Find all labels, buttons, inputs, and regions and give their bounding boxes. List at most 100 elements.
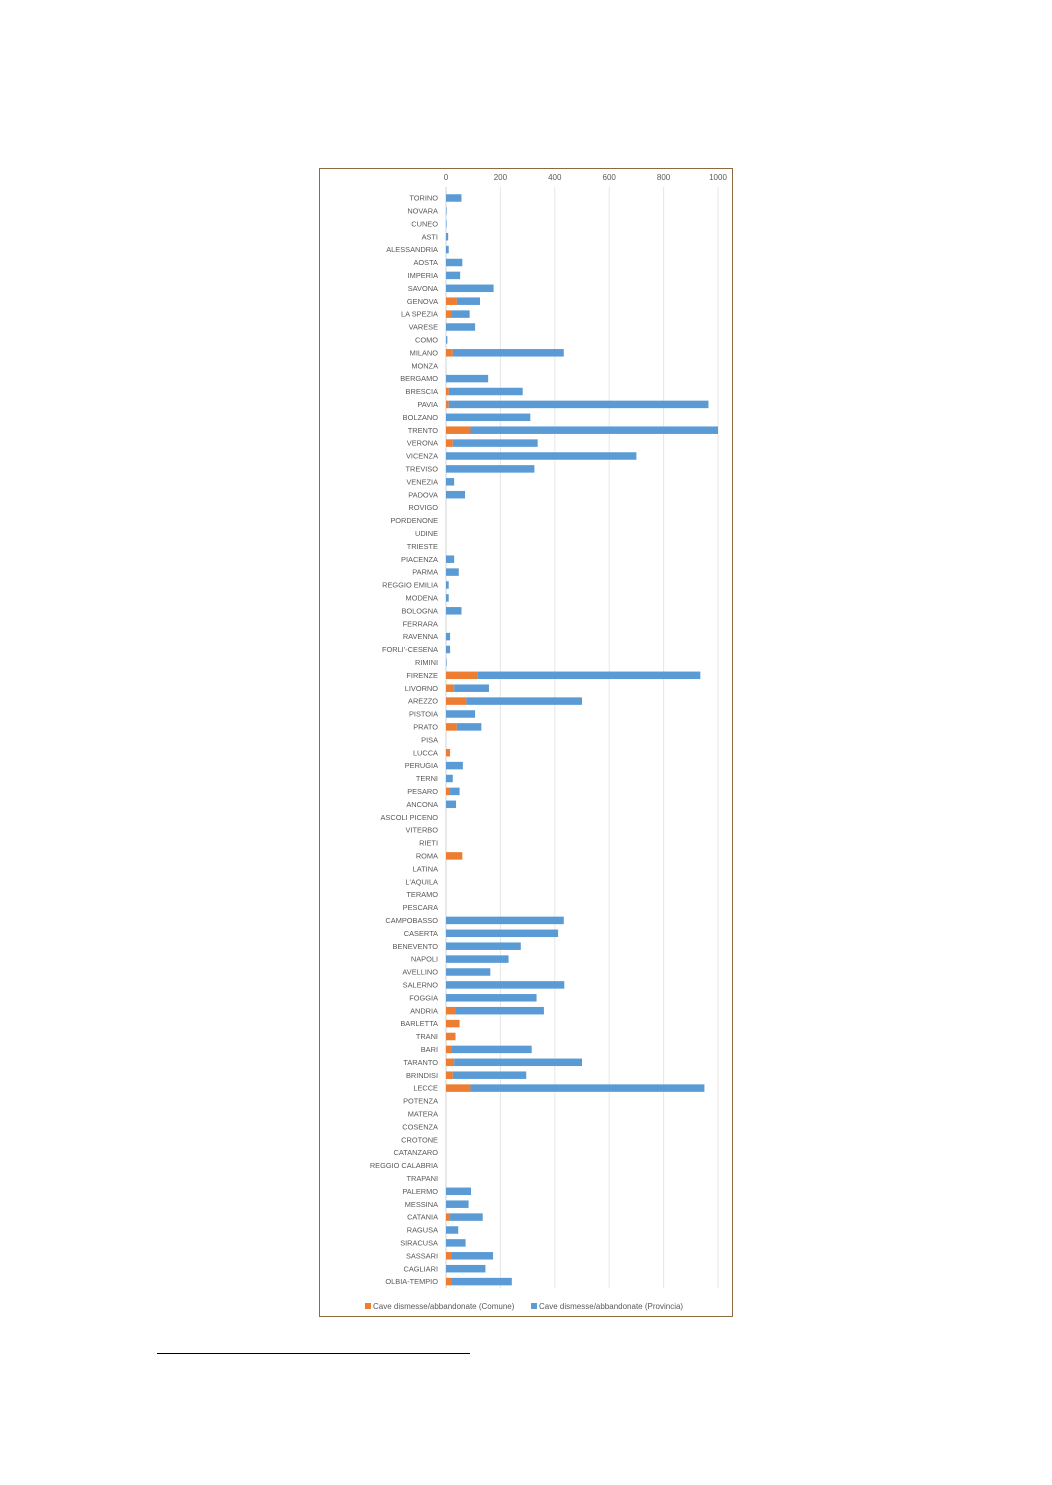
category-label: COSENZA [402,1122,438,1131]
category-label: PISA [421,735,438,744]
category-label: FERRARA [403,619,438,628]
x-tick-label: 400 [548,173,562,182]
bar-provincia [446,413,531,422]
bar-provincia [446,1187,472,1196]
category-label: VARESE [409,323,439,332]
bar-provincia [446,658,447,667]
category-label: COMO [415,336,438,345]
category-label: PAVIA [417,400,438,409]
bar-provincia [446,1264,486,1273]
category-label: ASCOLI PICENO [381,813,439,822]
x-axis-ticks: 0 200 400 600 800 1000 [444,173,728,182]
category-label: PARMA [412,568,438,577]
bar-provincia [454,1058,582,1067]
bar-comune [446,297,457,305]
category-label: PISTOIA [409,710,438,719]
bar-provincia [451,310,470,318]
bar-comune [446,671,478,680]
bar-comune [446,1252,452,1260]
category-label: ROMA [416,852,438,861]
category-label: ALESSANDRIA [386,245,438,254]
category-label: VICENZA [406,452,438,461]
category-label: LUCCA [413,748,438,757]
bar-chart: 0 200 400 600 800 1000 TORINO NOVARA CUNEO ASTI A… [365,173,728,1311]
category-label: MODENA [406,594,439,603]
legend-swatch-provincia [531,1303,537,1309]
category-label: SALERNO [403,981,439,990]
bar-provincia [446,323,476,331]
bar-provincia [446,336,448,344]
category-label: BRESCIA [406,387,439,396]
x-tick-label: 0 [444,173,449,182]
bar-comune [446,1277,452,1286]
bar-provincia [446,645,451,654]
category-label: TRIESTE [407,542,438,551]
legend-label-comune: Cave dismesse/abbandonate (Comune) [373,1302,515,1311]
bar-provincia [450,1213,483,1221]
bar-provincia [446,968,491,976]
bar-comune [446,684,455,692]
category-label: CATANZARO [394,1148,439,1157]
category-label: TORINO [409,194,438,203]
category-label: REGGIO CALABRIA [370,1161,438,1170]
bar-provincia [446,478,455,486]
legend-swatch-comune [365,1303,371,1309]
bar-provincia [466,697,582,705]
bar-provincia [448,400,709,409]
category-label: CUNEO [411,219,438,228]
category-label: LECCE [413,1084,438,1093]
bar-provincia [446,632,451,641]
bar-provincia [446,258,463,267]
category-label: RIMINI [415,658,438,667]
bar-comune [446,1213,451,1221]
category-label: NAPOLI [411,955,438,964]
bar-provincia [446,452,637,460]
category-label: TARANTO [403,1058,438,1067]
category-label: PALERMO [402,1187,438,1196]
bar-provincia [456,723,482,731]
bar-provincia [446,568,459,576]
bar-provincia [446,1226,459,1234]
bar-comune [446,1058,455,1067]
bar-provincia [446,994,537,1002]
bar-provincia [446,800,457,809]
bar-provincia [446,194,462,202]
bar-provincia [451,1252,494,1260]
category-label: BOLZANO [403,413,439,422]
category-label: FOGGIA [409,993,438,1002]
category-label: RAVENNA [403,632,438,641]
bar-provincia [446,594,449,602]
legend: Cave dismesse/abbandonate (Comune) Cave … [365,1302,683,1311]
category-label: TRANI [416,1032,438,1041]
category-label: AOSTA [413,258,438,267]
bar-provincia [446,465,535,473]
category-label: CROTONE [401,1135,438,1144]
category-label: VERONA [407,439,438,448]
bar-comune [446,439,453,447]
bar-comune [446,748,451,757]
bar-comune [446,697,467,705]
category-label: SIRACUSA [400,1239,438,1248]
category-label: PADOVA [408,490,438,499]
bar-comune [446,349,453,357]
bar-comune [446,1032,456,1041]
bar-provincia [446,284,494,293]
bar-provincia [446,1200,469,1208]
bar-comune [446,787,451,796]
category-label: BOLOGNA [401,606,438,615]
category-label: LATINA [413,864,438,873]
bar-provincia [452,439,538,447]
bar-provincia [446,232,449,241]
category-label: MATERA [408,1110,438,1119]
bar-comune [446,387,449,396]
category-label: MONZA [411,361,438,370]
category-label: UDINE [415,529,438,538]
chart-frame: 0 200 400 600 800 1000 TORINO NOVARA CUNEO ASTI A… [319,168,733,1317]
bar-provincia [470,426,718,434]
category-label: TRAPANI [407,1174,438,1183]
category-label: PESCARA [403,903,438,912]
category-label: MESSINA [405,1200,438,1209]
category-label: ROVIGO [408,503,438,512]
bar-comune [446,852,463,860]
bar-provincia [456,297,480,305]
